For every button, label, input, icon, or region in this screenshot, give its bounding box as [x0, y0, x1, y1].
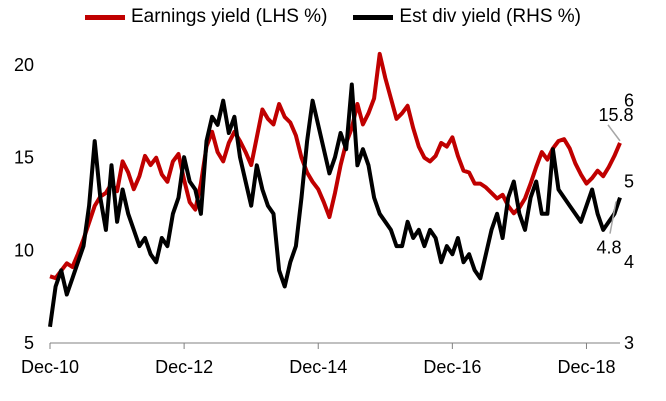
x-tick-label: Dec-14 — [289, 357, 347, 377]
series-line-dividend — [48, 82, 622, 328]
y-right-tick-label: 6 — [624, 91, 634, 111]
chart-legend: Earnings yield (LHS %) Est div yield (RH… — [0, 6, 666, 28]
series-line-earnings — [49, 51, 622, 281]
y-right-tick-label: 5 — [624, 171, 634, 191]
callout-leader-earnings — [607, 124, 621, 142]
y-left-tick-label: 20 — [14, 55, 34, 75]
legend-item-dividend: Est div yield (RHS %) — [353, 6, 581, 28]
y-right-tick-label: 3 — [624, 333, 634, 353]
x-tick-label: Dec-10 — [21, 357, 79, 377]
legend-swatch-dividend — [353, 14, 394, 20]
callout-dividend-value: 4.8 — [596, 238, 621, 258]
legend-item-earnings: Earnings yield (LHS %) — [84, 6, 328, 28]
x-tick-label: Dec-12 — [155, 357, 213, 377]
y-right-tick-label: 4 — [624, 252, 634, 272]
callout-earnings-value: 15.8 — [598, 105, 633, 125]
x-tick-label: Dec-16 — [423, 357, 481, 377]
legend-label-dividend: Est div yield (RHS %) — [399, 6, 582, 27]
y-left-tick-label: 5 — [24, 333, 34, 353]
y-left-tick-label: 15 — [14, 148, 34, 168]
y-left-tick-label: 10 — [14, 240, 34, 260]
callout-leader-dividend — [609, 201, 617, 234]
legend-label-earnings: Earnings yield (LHS %) — [130, 6, 328, 27]
x-tick-label: Dec-18 — [557, 357, 615, 377]
legend-swatch-earnings — [84, 14, 125, 20]
